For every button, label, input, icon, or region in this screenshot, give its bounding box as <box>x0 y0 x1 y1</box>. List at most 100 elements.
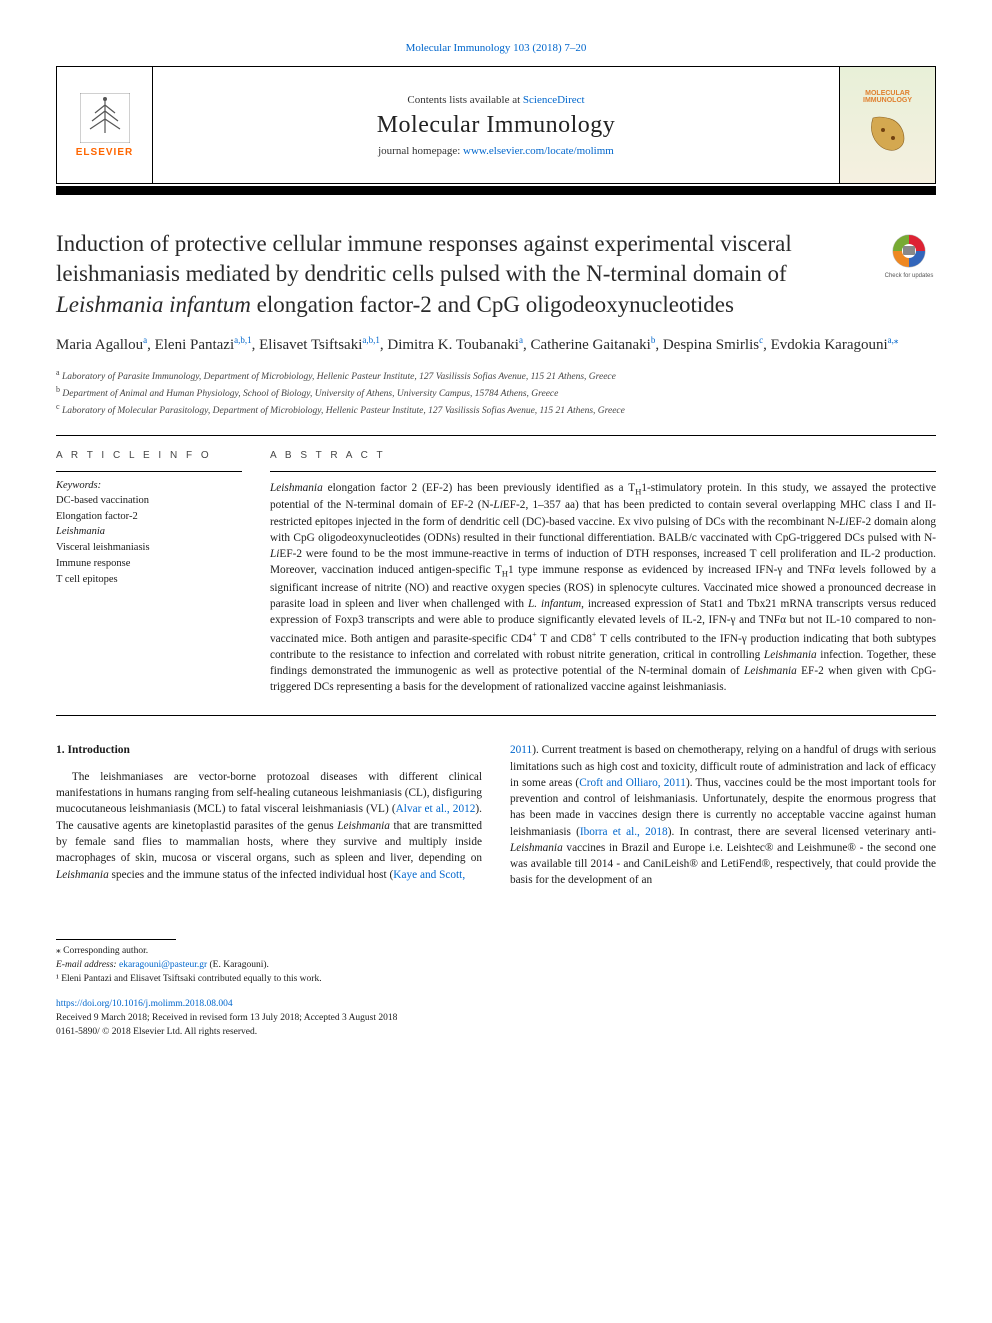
italic-text: Li <box>493 499 502 511</box>
title-row: Induction of protective cellular immune … <box>56 229 936 320</box>
homepage-prefix: journal homepage: <box>378 145 463 157</box>
journal-cover-cell: MOLECULAR IMMUNOLOGY <box>839 67 935 183</box>
abstract-text: Leishmania elongation factor 2 (EF-2) ha… <box>270 480 936 696</box>
title-italic: Leishmania infantum <box>56 292 251 317</box>
email-label: E-mail address: <box>56 960 117 970</box>
body-column-left: 1. Introduction The leishmaniases are ve… <box>56 742 482 888</box>
italic-text: Leishmania <box>764 649 817 661</box>
italic-text: Leishmania <box>270 482 323 494</box>
keyword: Immune response <box>56 556 242 572</box>
italic-text: Leishmania <box>337 820 390 832</box>
author-affil-sup: a,b,1 <box>362 335 380 345</box>
contents-prefix: Contents lists available at <box>407 94 522 106</box>
page-root: Molecular Immunology 103 (2018) 7–20 ELS… <box>0 0 992 1069</box>
citation-link[interactable]: Kaye and Scott, <box>393 869 465 881</box>
citation-link[interactable]: Alvar et al., 2012 <box>396 803 476 815</box>
author-affil-sup: a <box>519 335 523 345</box>
equal-contribution-note: ¹ Eleni Pantazi and Elisavet Tsiftsaki c… <box>56 972 936 986</box>
author-affil-sup: b <box>651 335 656 345</box>
divider-below-abstract <box>56 715 936 716</box>
article-title: Induction of protective cellular immune … <box>56 229 866 320</box>
received-dates: Received 9 March 2018; Received in revis… <box>56 1011 936 1025</box>
author-affil-sup: a <box>143 335 147 345</box>
body-column-right: 2011). Current treatment is based on che… <box>510 742 936 888</box>
italic-text: Li <box>270 548 279 560</box>
author: Dimitra K. Toubanakia <box>387 337 523 353</box>
author-affil-sup: c <box>759 335 763 345</box>
text-run: ). In contrast, there are several licens… <box>668 826 936 838</box>
doi-link[interactable]: https://doi.org/10.1016/j.molimm.2018.08… <box>56 999 233 1009</box>
title-part-2: elongation factor-2 and CpG oligodeoxynu… <box>251 292 734 317</box>
title-part-1: Induction of protective cellular immune … <box>56 231 792 286</box>
journal-name: Molecular Immunology <box>377 112 616 139</box>
keyword: Visceral leishmaniasis <box>56 540 242 556</box>
info-abstract-row: A R T I C L E I N F O Keywords: DC-based… <box>56 436 936 696</box>
copyright-line: 0161-5890/ © 2018 Elsevier Ltd. All righ… <box>56 1025 936 1039</box>
citation-link[interactable]: 2011 <box>510 744 532 756</box>
text-run: vaccines in Brazil and Europe i.e. Leish… <box>510 842 936 887</box>
publisher-name: ELSEVIER <box>76 147 133 158</box>
text-run: T and CD8 <box>537 632 592 644</box>
cover-title: MOLECULAR IMMUNOLOGY <box>840 90 935 104</box>
italic-text: Leishmania <box>510 842 563 854</box>
author: Despina Smirlisc <box>663 337 763 353</box>
check-updates-label: Check for updates <box>885 273 934 279</box>
affiliation-list: a Laboratory of Parasite Immunology, Dep… <box>56 367 936 419</box>
text-run: species and the immune status of the inf… <box>109 869 394 881</box>
affiliation: c Laboratory of Molecular Parasitology, … <box>56 401 936 418</box>
body-columns: 1. Introduction The leishmaniases are ve… <box>56 742 936 888</box>
footnotes-divider <box>56 939 176 940</box>
cover-art-icon <box>863 110 913 160</box>
email-line: E-mail address: ekaragouni@pasteur.gr (E… <box>56 958 936 972</box>
journal-homepage-line: journal homepage: www.elsevier.com/locat… <box>378 145 614 157</box>
citation-link[interactable]: Iborra et al., 2018 <box>580 826 668 838</box>
elsevier-tree-icon <box>80 93 130 143</box>
corresponding-author-note: ⁎ Corresponding author. <box>56 944 936 958</box>
author-affil-sup: a,b,1 <box>234 335 252 345</box>
contents-available-line: Contents lists available at ScienceDirec… <box>407 94 584 106</box>
text-run: elongation factor 2 (EF-2) has been prev… <box>323 482 635 494</box>
author: Eleni Pantazia,b,1 <box>155 337 252 353</box>
affiliation: a Laboratory of Parasite Immunology, Dep… <box>56 367 936 384</box>
abstract-column: A B S T R A C T Leishmania elongation fa… <box>270 436 936 696</box>
article-info-heading: A R T I C L E I N F O <box>56 450 242 461</box>
italic-text: Li <box>839 516 848 528</box>
abstract-heading: A B S T R A C T <box>270 450 936 461</box>
publisher-logo-cell: ELSEVIER <box>57 67 153 183</box>
journal-header-box: ELSEVIER Contents lists available at Sci… <box>56 66 936 184</box>
citation-link[interactable]: Croft and Olliaro, 2011 <box>579 777 686 789</box>
author-affil-sup: a,⁎ <box>888 335 899 345</box>
info-divider <box>56 471 242 472</box>
keyword: T cell epitopes <box>56 572 242 588</box>
italic-text: L. infantum <box>528 598 581 610</box>
journal-header-center: Contents lists available at ScienceDirec… <box>153 67 839 183</box>
article-info-column: A R T I C L E I N F O Keywords: DC-based… <box>56 436 242 696</box>
journal-citation-link[interactable]: Molecular Immunology 103 (2018) 7–20 <box>406 42 587 54</box>
journal-homepage-link[interactable]: www.elsevier.com/locate/molimm <box>463 145 614 157</box>
journal-citation-top: Molecular Immunology 103 (2018) 7–20 <box>56 42 936 54</box>
header-accent-bar <box>56 186 936 195</box>
intro-paragraph-left: The leishmaniases are vector-borne proto… <box>56 769 482 883</box>
check-updates-icon[interactable]: Check for updates <box>882 229 936 283</box>
keyword: Leishmania <box>56 524 242 540</box>
keywords-list: DC-based vaccinationElongation factor-2L… <box>56 493 242 588</box>
email-suffix: (E. Karagouni). <box>207 960 269 970</box>
italic-text: Leishmania <box>744 665 797 677</box>
doi-block: https://doi.org/10.1016/j.molimm.2018.08… <box>56 997 936 1040</box>
keyword: DC-based vaccination <box>56 493 242 509</box>
author: Evdokia Karagounia,⁎ <box>771 337 899 353</box>
corresponding-email-link[interactable]: ekaragouni@pasteur.gr <box>119 960 207 970</box>
section-heading-intro: 1. Introduction <box>56 742 482 759</box>
author: Catherine Gaitanakib <box>530 337 655 353</box>
author-list: Maria Agalloua, Eleni Pantazia,b,1, Elis… <box>56 334 936 357</box>
author: Maria Agalloua <box>56 337 147 353</box>
footnotes-block: ⁎ Corresponding author. E-mail address: … <box>56 939 936 987</box>
keywords-label: Keywords: <box>56 480 242 491</box>
intro-paragraph-right: 2011). Current treatment is based on che… <box>510 742 936 888</box>
sciencedirect-link[interactable]: ScienceDirect <box>523 94 585 106</box>
keyword: Elongation factor-2 <box>56 509 242 525</box>
italic-text: Leishmania <box>56 869 109 881</box>
affiliation: b Department of Animal and Human Physiol… <box>56 384 936 401</box>
author: Elisavet Tsiftsakia,b,1 <box>259 337 380 353</box>
abstract-divider <box>270 471 936 472</box>
